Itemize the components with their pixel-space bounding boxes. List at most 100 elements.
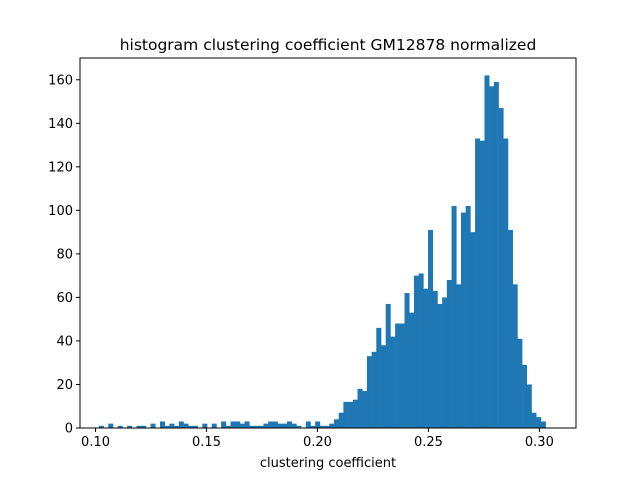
x-axis-label: clustering coefficient xyxy=(260,456,396,471)
histogram-bar xyxy=(211,423,217,428)
y-tick-label: 80 xyxy=(56,247,73,262)
y-tick-label: 0 xyxy=(65,422,73,437)
histogram-bar xyxy=(479,140,485,428)
histogram-bar xyxy=(268,421,274,428)
histogram-bar xyxy=(432,290,438,428)
histogram-bar xyxy=(192,425,198,428)
y-tick-label: 120 xyxy=(48,160,73,175)
histogram-bar xyxy=(517,338,523,428)
chart-title: histogram clustering coefficient GM12878… xyxy=(120,36,537,54)
histogram-bar xyxy=(437,303,443,428)
histogram-bar xyxy=(329,423,335,428)
histogram-bar xyxy=(244,421,250,428)
histogram-bar xyxy=(150,423,156,428)
histogram-bar xyxy=(310,425,316,428)
histogram-bar xyxy=(286,421,292,428)
histogram-bar xyxy=(418,273,424,428)
histogram-bar xyxy=(239,423,245,428)
histogram-bar xyxy=(413,275,419,428)
histogram-bar xyxy=(291,423,297,428)
x-tick-label: 0.20 xyxy=(303,435,332,450)
histogram-bar xyxy=(503,138,509,428)
y-tick-label: 20 xyxy=(56,378,73,393)
histogram-bar xyxy=(174,425,180,428)
histogram-bar xyxy=(183,423,189,428)
histogram-bar xyxy=(442,297,448,428)
histogram-bar xyxy=(376,327,382,428)
histogram-bar xyxy=(272,421,278,428)
histogram-bar xyxy=(489,86,495,428)
histogram-bar xyxy=(136,425,142,428)
histogram-bar xyxy=(202,423,208,428)
histogram-bar xyxy=(178,421,184,428)
histogram-bar xyxy=(526,384,532,428)
histogram-bar xyxy=(423,288,429,428)
histogram-bar xyxy=(98,425,104,428)
histogram-bar xyxy=(540,421,546,428)
histogram-bar xyxy=(371,351,377,428)
histogram-bar xyxy=(164,425,170,428)
histogram-bar xyxy=(522,364,528,428)
histogram-bar xyxy=(395,323,401,428)
histogram-bar xyxy=(493,81,499,428)
y-tick-label: 60 xyxy=(56,291,73,306)
histogram-bar xyxy=(319,425,325,428)
histogram-bar xyxy=(141,425,147,428)
histogram-bar xyxy=(225,425,231,428)
histogram-bar xyxy=(484,75,490,428)
histogram-bar xyxy=(160,421,165,428)
histogram-bar xyxy=(127,425,133,428)
y-axis-ticks: 0 20 40 60 80 100 120 140 160 xyxy=(48,73,80,437)
histogram-bar xyxy=(169,423,175,428)
histogram-bar xyxy=(357,388,363,428)
histogram-bar xyxy=(456,284,462,428)
histogram-bar xyxy=(390,336,396,428)
x-tick-label: 0.30 xyxy=(525,435,554,450)
histogram-bar xyxy=(446,280,452,428)
histogram-bar xyxy=(108,423,114,428)
histogram-bar xyxy=(230,421,236,428)
histogram-bar xyxy=(235,421,241,428)
histogram-bar xyxy=(385,303,391,428)
histogram-bar xyxy=(475,138,481,428)
histogram-bar xyxy=(470,232,476,428)
histogram-bar xyxy=(465,206,471,428)
histogram-bar xyxy=(399,323,405,428)
histogram-bar xyxy=(343,401,349,428)
histogram-bar xyxy=(254,425,260,428)
histogram-bar xyxy=(117,425,123,428)
histogram-bar xyxy=(315,421,321,428)
y-tick-label: 140 xyxy=(48,117,73,132)
x-tick-label: 0.25 xyxy=(414,435,443,450)
histogram-bar xyxy=(409,312,415,428)
histogram-bar xyxy=(263,423,269,428)
histogram-bar xyxy=(460,212,466,428)
histogram-bar xyxy=(366,356,372,428)
histogram-bar xyxy=(277,423,283,428)
histogram-bar xyxy=(428,229,434,428)
y-tick-label: 40 xyxy=(56,334,73,349)
y-tick-label: 100 xyxy=(48,204,73,219)
histogram-bar xyxy=(324,425,330,428)
histogram-bar xyxy=(498,108,504,428)
x-tick-label: 0.10 xyxy=(81,435,110,450)
histogram-bar xyxy=(338,412,344,428)
histogram-bar xyxy=(536,417,542,428)
histogram-bar xyxy=(451,206,457,428)
histogram-bar xyxy=(512,284,518,428)
histogram-bar xyxy=(188,425,194,428)
x-tick-label: 0.15 xyxy=(192,435,221,450)
histogram-bar xyxy=(249,425,255,428)
histogram-bar xyxy=(507,229,513,428)
histogram-bar xyxy=(404,293,410,428)
x-axis-ticks: 0.10 0.15 0.20 0.25 0.30 xyxy=(81,428,554,450)
plot-frame xyxy=(79,57,577,429)
histogram-bar xyxy=(258,425,264,428)
histogram-bar xyxy=(531,412,537,428)
histogram-bars xyxy=(98,75,546,428)
histogram-bar xyxy=(333,419,339,428)
histogram-bar xyxy=(352,399,358,428)
histogram-bar xyxy=(305,421,311,428)
y-tick-label: 160 xyxy=(48,73,73,88)
